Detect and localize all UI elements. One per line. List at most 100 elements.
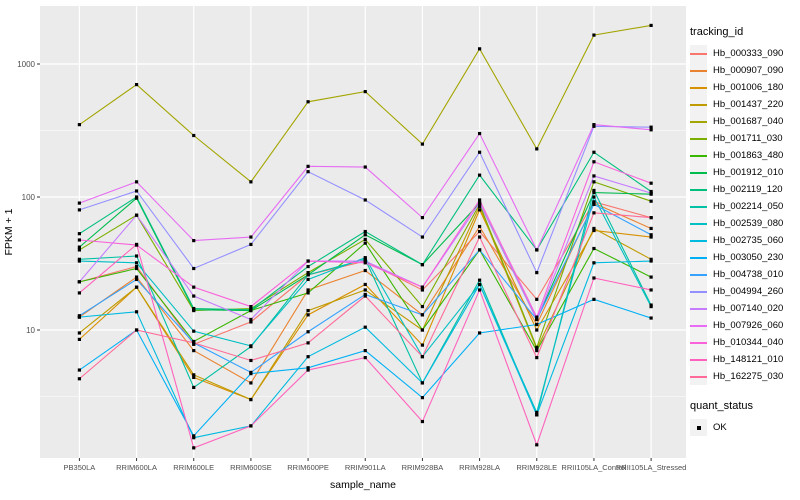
data-point xyxy=(134,261,139,265)
legend-key xyxy=(690,215,707,232)
data-point xyxy=(535,147,539,151)
line-swatch-icon xyxy=(690,324,707,327)
legend-item-Hb_001711_030: Hb_001711_030 xyxy=(690,130,798,147)
data-point xyxy=(134,264,139,269)
data-point xyxy=(306,366,310,370)
data-point xyxy=(363,261,367,265)
x-tick-label: RRIM600SE xyxy=(230,463,272,472)
data-point xyxy=(649,316,653,320)
line-swatch-icon xyxy=(690,307,707,310)
data-point xyxy=(134,83,139,87)
data-point xyxy=(249,397,253,402)
x-tick-label: RRIM928LE xyxy=(516,463,557,472)
line-swatch-icon xyxy=(690,290,707,293)
legend-item-label: Hb_004738_010 xyxy=(713,269,784,280)
data-point xyxy=(363,349,367,353)
line-swatch-icon xyxy=(690,69,707,72)
legend-item-Hb_002214_050: Hb_002214_050 xyxy=(690,198,798,215)
data-point xyxy=(306,341,310,345)
data-point xyxy=(249,358,253,363)
data-point xyxy=(77,208,81,212)
legend-item-label: Hb_002214_050 xyxy=(713,201,784,212)
data-point xyxy=(134,277,139,282)
legend-item-Hb_001863_480: Hb_001863_480 xyxy=(690,147,798,164)
data-point xyxy=(77,280,81,284)
data-point xyxy=(77,331,81,335)
data-point xyxy=(649,199,653,203)
data-point xyxy=(77,248,81,252)
data-point xyxy=(592,190,596,195)
legend-item-label: Hb_001912_010 xyxy=(713,167,784,178)
data-point xyxy=(363,282,367,287)
legend-item-Hb_162275_030: Hb_162275_030 xyxy=(690,368,798,385)
data-point xyxy=(249,180,253,184)
data-point xyxy=(192,434,196,438)
data-point xyxy=(420,355,425,359)
data-point xyxy=(306,271,310,275)
data-point xyxy=(592,202,596,206)
line-swatch-icon xyxy=(690,222,707,225)
data-point xyxy=(535,443,539,447)
legend-key xyxy=(690,96,707,113)
data-point xyxy=(420,381,425,385)
line-swatch-icon xyxy=(690,239,707,242)
data-point xyxy=(192,446,196,450)
data-point xyxy=(649,259,653,263)
legend-key xyxy=(690,368,707,385)
x-tick-label: RRIM600LE xyxy=(173,463,214,472)
data-point xyxy=(592,297,596,301)
data-point xyxy=(249,308,253,312)
data-point xyxy=(592,123,596,127)
data-point xyxy=(192,133,196,138)
data-point xyxy=(306,355,310,359)
data-point xyxy=(77,257,81,261)
data-point xyxy=(77,245,81,249)
data-point xyxy=(649,191,653,195)
x-tick-label: RRIM901LA xyxy=(345,463,386,472)
data-point xyxy=(363,325,367,329)
data-point xyxy=(649,275,653,279)
data-point xyxy=(477,248,482,252)
data-point xyxy=(363,356,367,360)
data-point xyxy=(249,424,253,428)
data-point xyxy=(592,150,596,154)
data-point xyxy=(420,235,425,239)
data-point xyxy=(592,160,596,164)
legend-item-label: Hb_000907_090 xyxy=(713,65,784,76)
legend-item-Hb_001912_010: Hb_001912_010 xyxy=(690,164,798,181)
data-point xyxy=(420,263,425,267)
legend-item-label: Hb_002539_080 xyxy=(713,218,784,229)
data-point xyxy=(592,261,596,265)
legend-item-Hb_002735_060: Hb_002735_060 xyxy=(690,232,798,249)
data-point xyxy=(363,233,367,237)
data-point xyxy=(592,124,596,128)
legend-item-Hb_000333_090: Hb_000333_090 xyxy=(690,45,798,62)
data-point xyxy=(134,242,139,247)
data-point xyxy=(306,264,310,269)
legend-key xyxy=(690,351,707,368)
data-point xyxy=(306,291,310,295)
data-point xyxy=(420,313,425,317)
data-point xyxy=(306,308,310,313)
data-point xyxy=(77,201,81,205)
data-point xyxy=(363,259,367,263)
data-point xyxy=(306,330,310,334)
legend-key xyxy=(690,79,707,96)
legend-item-label: Hb_002735_060 xyxy=(713,235,784,246)
legend-item-Hb_007926_060: Hb_007926_060 xyxy=(690,317,798,334)
data-point xyxy=(477,173,482,177)
legend-key xyxy=(690,62,707,79)
data-point xyxy=(363,198,367,202)
data-point xyxy=(306,164,310,168)
x-axis-title: sample_name xyxy=(330,479,396,491)
plot-panel xyxy=(40,6,686,458)
legend-key xyxy=(690,130,707,147)
data-point xyxy=(535,345,539,349)
legend-item-Hb_002119_120: Hb_002119_120 xyxy=(690,181,798,198)
data-point xyxy=(134,328,139,332)
data-point xyxy=(306,100,310,104)
data-point xyxy=(363,229,367,234)
legend-item-Hb_007140_020: Hb_007140_020 xyxy=(690,300,798,317)
